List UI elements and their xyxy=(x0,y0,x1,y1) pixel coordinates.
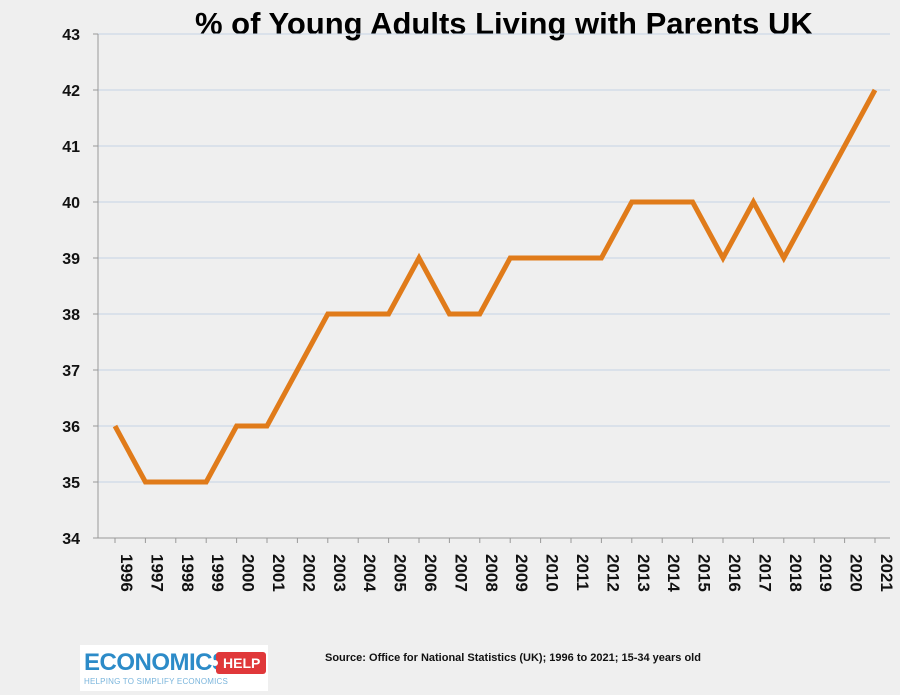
gridlines xyxy=(98,33,890,483)
y-tick-label: 43 xyxy=(62,27,80,44)
y-tick-label: 36 xyxy=(62,419,80,436)
x-tick-label: 2014 xyxy=(664,554,683,592)
x-tick-label: 2013 xyxy=(634,554,653,592)
logo-tagline: HELPING TO SIMPLIFY ECONOMICS xyxy=(84,677,229,686)
x-tick-label: 2000 xyxy=(239,554,258,592)
logo-tag: HELP xyxy=(211,652,267,674)
x-tick-label: 2001 xyxy=(269,554,288,592)
x-tick-labels: 1996 1997 1998 1999 2000 2001 2002 2003 2004 2005… xyxy=(117,554,896,592)
y-tick-label: 39 xyxy=(62,251,80,268)
y-tick-label: 41 xyxy=(62,139,80,156)
x-tick-label: 1996 xyxy=(117,554,136,592)
series-line xyxy=(112,88,878,485)
x-tick-label: 2018 xyxy=(786,554,805,592)
x-tick-label: 2007 xyxy=(451,554,470,592)
x-tick-label: 1999 xyxy=(208,554,227,592)
x-tick-label: 2021 xyxy=(877,554,896,592)
source-note: Source: Office for National Statistics (… xyxy=(325,652,701,664)
y-tick-label: 40 xyxy=(62,195,80,212)
axes xyxy=(93,33,890,543)
x-tick-label: 2011 xyxy=(573,554,592,591)
y-tick-label: 37 xyxy=(62,363,80,380)
logo-wordmark: ECONOMICS xyxy=(84,649,228,676)
x-tick-label: 2008 xyxy=(482,554,501,592)
x-tick-label: 2005 xyxy=(391,554,410,592)
x-tick-label: 2003 xyxy=(330,554,349,592)
x-tick-label: 2019 xyxy=(816,554,835,592)
x-tick-label: 2002 xyxy=(299,554,318,592)
x-tick-label: 2015 xyxy=(695,554,714,592)
x-tick-label: 2010 xyxy=(543,554,562,592)
x-tick-label: 2017 xyxy=(755,554,774,592)
x-tick-label: 2012 xyxy=(603,554,622,592)
chart-title: % of Young Adults Living with Parents UK xyxy=(195,6,813,41)
economics-help-logo: ECONOMICS HELP HELPING TO SIMPLIFY ECONO… xyxy=(80,645,268,691)
x-tick-label: 2006 xyxy=(421,554,440,592)
x-tick-label: 1998 xyxy=(178,554,197,592)
x-tick-label: 2020 xyxy=(847,554,866,592)
series xyxy=(112,88,878,485)
y-tick-label: 38 xyxy=(62,307,80,324)
x-tick-label: 2009 xyxy=(512,554,531,592)
y-tick-label: 42 xyxy=(62,83,80,100)
x-tick-label: 1997 xyxy=(147,554,166,592)
y-tick-label: 34 xyxy=(62,531,80,548)
x-tick-label: 2004 xyxy=(360,554,379,592)
y-tick-labels: 34 35 36 37 38 39 40 41 42 43 xyxy=(62,27,80,548)
y-tick-label: 35 xyxy=(62,475,80,492)
x-tick-label: 2016 xyxy=(725,554,744,592)
